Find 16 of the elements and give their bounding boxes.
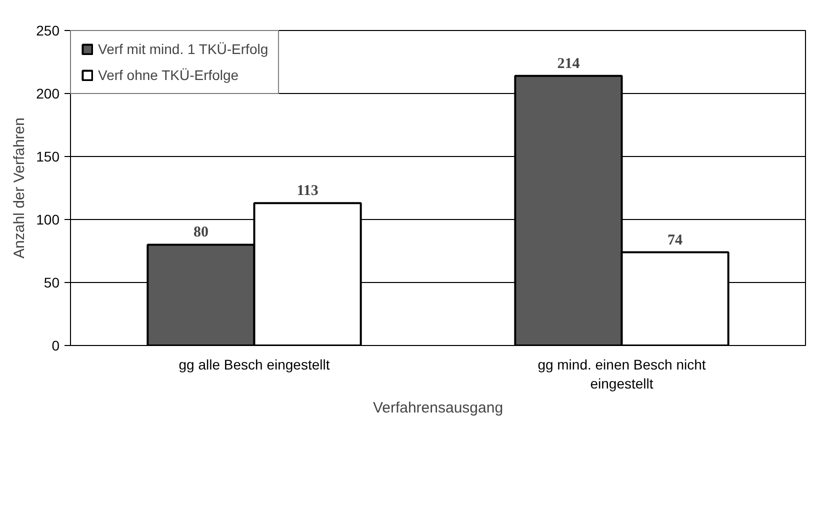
- y-tick-label: 0: [52, 338, 60, 354]
- data-label: 214: [557, 56, 580, 72]
- y-tick-label: 150: [36, 148, 60, 164]
- data-label: 80: [193, 224, 208, 241]
- data-label: 74: [668, 232, 684, 248]
- legend-label: Verf ohne TKÜ-Erfolge: [98, 67, 239, 83]
- y-tick-label: 200: [36, 86, 60, 102]
- y-tick-label: 250: [36, 22, 60, 38]
- y-tick-label: 50: [44, 274, 60, 290]
- x-tick-label: gg mind. einen Besch nicht eingestellt: [538, 356, 706, 392]
- y-axis-title: Anzahl der Verfahren: [11, 118, 28, 258]
- legend-label: Verf mit mind. 1 TKÜ-Erfolg: [98, 41, 268, 57]
- x-axis-title: Verfahrensausgang: [372, 400, 504, 417]
- data-label: 113: [296, 183, 318, 200]
- x-tick-label: gg alle Besch eingestellt: [178, 356, 330, 372]
- y-tick-label: 100: [36, 212, 60, 228]
